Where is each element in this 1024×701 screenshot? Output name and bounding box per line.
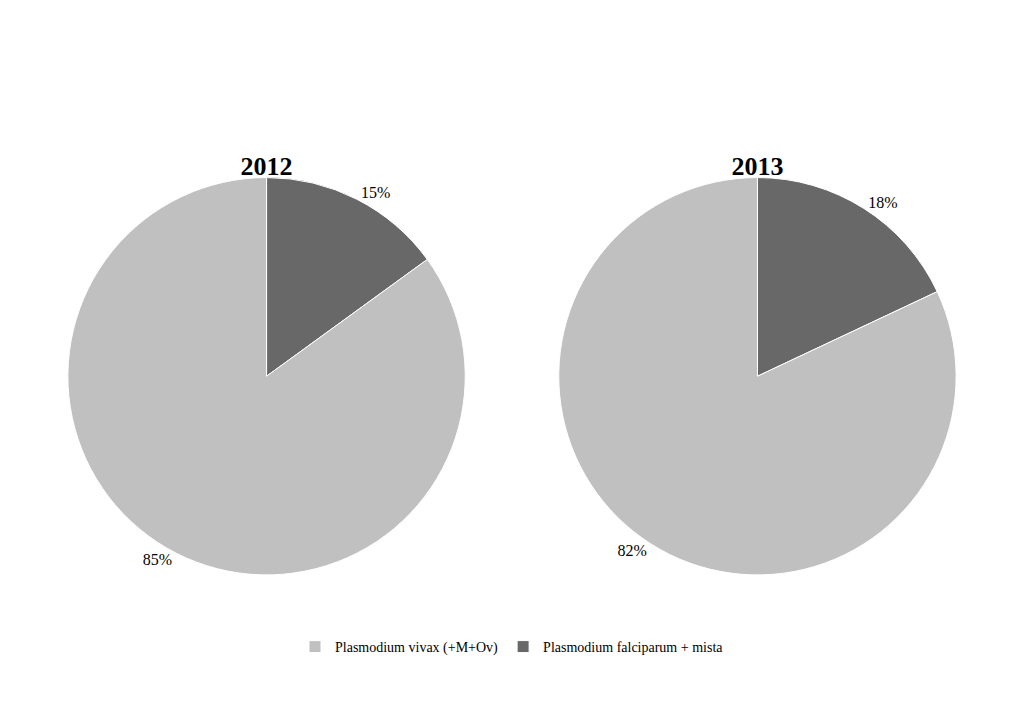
svg-text:Plasmodium vivax (+M+Ov): Plasmodium vivax (+M+Ov) (335, 640, 498, 656)
svg-text:2012: 2012 (241, 152, 293, 181)
svg-text:85%: 85% (143, 551, 172, 568)
svg-text:2013: 2013 (731, 152, 783, 181)
svg-text:15%: 15% (361, 184, 390, 201)
svg-text:82%: 82% (617, 542, 646, 559)
svg-text:18%: 18% (868, 194, 897, 211)
svg-text:Plasmodium falciparum + mista: Plasmodium falciparum + mista (543, 640, 723, 655)
